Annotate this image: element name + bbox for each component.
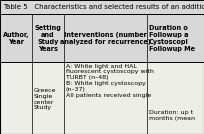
Text: Greece
Single
center
Study: Greece Single center Study: [34, 88, 56, 110]
Bar: [0, 14, 204, 62]
Text: Duration: up t
months (mean: Duration: up t months (mean: [149, 110, 195, 121]
Text: Duration o
Followup a
Cystoscopi
Followup Me: Duration o Followup a Cystoscopi Followu…: [149, 25, 195, 52]
Text: Interventions (number
analyzed for recurrence): Interventions (number analyzed for recur…: [60, 32, 151, 45]
Text: Table 5   Characteristics and selected results of an additional trial: Table 5 Characteristics and selected res…: [3, 4, 204, 10]
Bar: [0, 0, 204, 14]
Text: Setting
and
Study
Years: Setting and Study Years: [34, 25, 61, 52]
Text: A: White light and HAL
fluorescent cystoscopy with
TURBT (n–48)
B: White light c: A: White light and HAL fluorescent cysto…: [66, 64, 154, 98]
Text: Author,
Year: Author, Year: [3, 32, 30, 45]
